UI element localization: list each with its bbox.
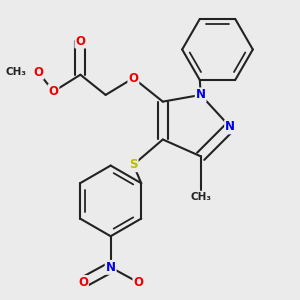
Text: CH₃: CH₃ (6, 67, 27, 77)
Text: N: N (106, 261, 116, 274)
Text: S: S (129, 158, 138, 171)
Text: O: O (33, 66, 43, 79)
Text: N: N (196, 88, 206, 101)
Text: O: O (75, 34, 85, 48)
Text: O: O (128, 72, 138, 85)
Text: O: O (49, 85, 58, 98)
Text: O: O (134, 276, 143, 289)
Text: O: O (78, 276, 88, 289)
Text: N: N (225, 120, 235, 134)
Text: CH₃: CH₃ (190, 192, 211, 202)
